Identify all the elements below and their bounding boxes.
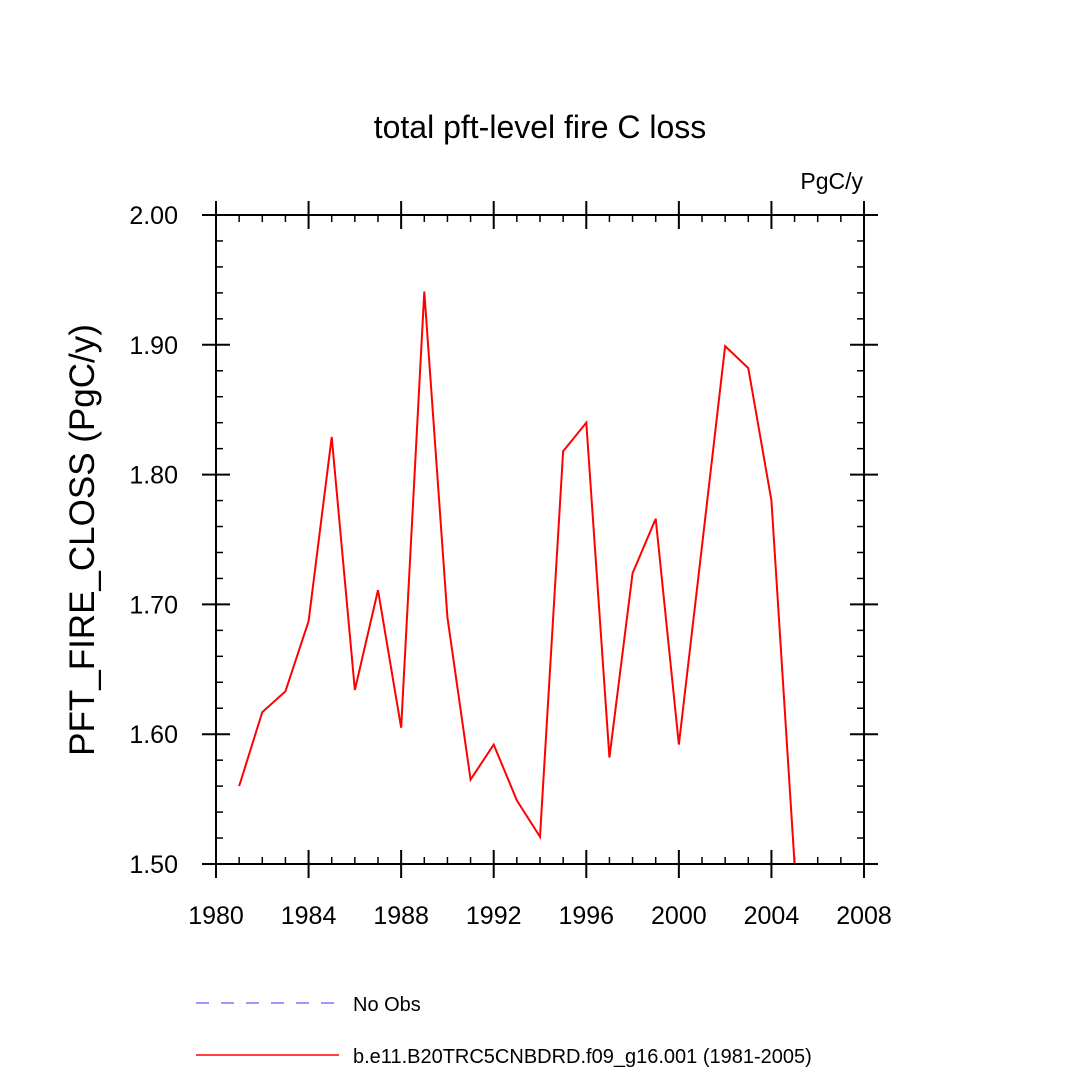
x-tick-label: 2004 bbox=[744, 902, 800, 930]
y-tick-label: 2.00 bbox=[129, 202, 178, 230]
x-tick-label: 1984 bbox=[281, 902, 337, 930]
x-tick-label: 1992 bbox=[466, 902, 522, 930]
plot-frame bbox=[215, 214, 865, 865]
legend-label: No Obs bbox=[353, 994, 421, 1016]
y-tick-label: 1.60 bbox=[129, 721, 178, 749]
y-tick-label: 1.90 bbox=[129, 332, 178, 360]
x-tick-label: 1988 bbox=[373, 902, 429, 930]
legend: No Obs b.e11.B20TRC5CNBDRD.f09_g16.001 (1… bbox=[196, 994, 812, 1068]
axis-ticks bbox=[202, 201, 878, 878]
plot-series bbox=[238, 291, 796, 865]
axis-tick-labels: 1980 1984 1988 1992 1996 2000 2004 2008 1.50 1.60… bbox=[129, 202, 891, 930]
series-line bbox=[238, 291, 796, 865]
chart-title: total pft-level fire C loss bbox=[374, 109, 707, 145]
x-tick-label: 2000 bbox=[651, 902, 707, 930]
legend-label: b.e11.B20TRC5CNBDRD.f09_g16.001 (1981-20… bbox=[353, 1046, 812, 1068]
y-tick-label: 1.50 bbox=[129, 851, 178, 879]
x-tick-label: 1996 bbox=[558, 902, 614, 930]
x-tick-label: 2008 bbox=[836, 902, 892, 930]
y-tick-label: 1.80 bbox=[129, 462, 178, 490]
x-tick-label: 1980 bbox=[188, 902, 244, 930]
y-axis-title: PFT_FIRE_CLOSS (PgC/y) bbox=[63, 324, 102, 756]
units-label: PgC/y bbox=[800, 168, 863, 194]
y-tick-label: 1.70 bbox=[129, 591, 178, 619]
